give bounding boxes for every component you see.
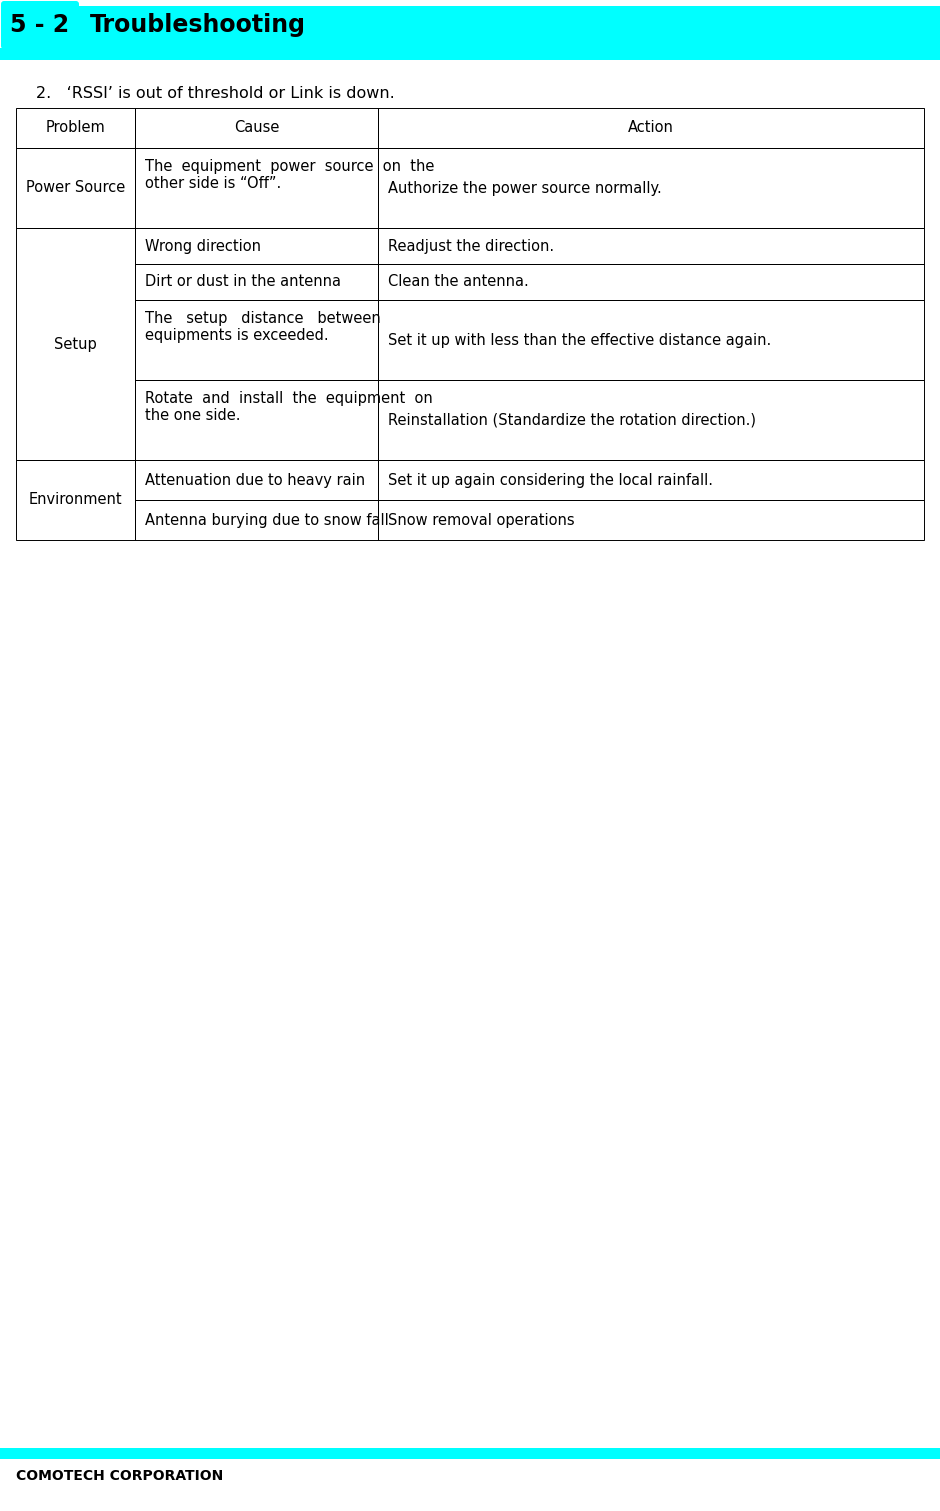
Text: COMOTECH CORPORATION: COMOTECH CORPORATION <box>16 1469 224 1482</box>
Bar <box>378 264 924 301</box>
Bar <box>378 228 924 264</box>
Bar <box>378 379 924 459</box>
Text: Attenuation due to heavy rain: Attenuation due to heavy rain <box>145 473 365 488</box>
Text: Cause: Cause <box>234 121 279 136</box>
Bar <box>135 379 378 459</box>
Bar <box>135 301 378 379</box>
Text: Rotate  and  install  the  equipment  on
the one side.: Rotate and install the equipment on the … <box>145 391 432 423</box>
FancyBboxPatch shape <box>1 2 79 48</box>
Bar <box>378 107 924 148</box>
Bar <box>378 301 924 379</box>
Bar <box>16 148 135 228</box>
Bar <box>0 48 940 60</box>
Bar <box>135 459 378 500</box>
Bar <box>378 148 924 228</box>
Text: Snow removal operations: Snow removal operations <box>388 512 574 527</box>
Text: Wrong direction: Wrong direction <box>145 239 261 254</box>
Text: Dirt or dust in the antenna: Dirt or dust in the antenna <box>145 275 341 290</box>
Text: The  equipment  power  source  on  the
other side is “Off”.: The equipment power source on the other … <box>145 159 434 192</box>
Bar <box>16 459 135 539</box>
Bar <box>378 459 924 500</box>
Bar <box>16 228 135 459</box>
Text: Problem: Problem <box>46 121 105 136</box>
Text: Setup: Setup <box>55 337 97 352</box>
Text: Troubleshooting: Troubleshooting <box>90 14 306 36</box>
Text: Readjust the direction.: Readjust the direction. <box>388 239 554 254</box>
Bar <box>76 6 940 60</box>
Text: Set it up with less than the effective distance again.: Set it up with less than the effective d… <box>388 332 771 348</box>
Text: Action: Action <box>628 121 674 136</box>
Bar <box>135 228 378 264</box>
Text: 5 - 2: 5 - 2 <box>10 14 70 36</box>
Bar <box>135 500 378 539</box>
Bar <box>16 107 135 148</box>
Text: Authorize the power source normally.: Authorize the power source normally. <box>388 180 662 195</box>
Bar <box>378 500 924 539</box>
Bar <box>135 107 378 148</box>
Text: Clean the antenna.: Clean the antenna. <box>388 275 528 290</box>
Text: Antenna burying due to snow fall: Antenna burying due to snow fall <box>145 512 389 527</box>
Bar <box>135 264 378 301</box>
Text: 2.   ‘RSSI’ is out of threshold or Link is down.: 2. ‘RSSI’ is out of threshold or Link is… <box>36 86 395 101</box>
Text: The   setup   distance   between
equipments is exceeded.: The setup distance between equipments is… <box>145 311 381 343</box>
Text: Set it up again considering the local rainfall.: Set it up again considering the local ra… <box>388 473 713 488</box>
Bar <box>0 1448 940 1460</box>
Text: Power Source: Power Source <box>26 180 125 195</box>
Text: Environment: Environment <box>29 493 122 508</box>
Text: Reinstallation (Standardize the rotation direction.): Reinstallation (Standardize the rotation… <box>388 413 756 428</box>
Bar <box>135 148 378 228</box>
